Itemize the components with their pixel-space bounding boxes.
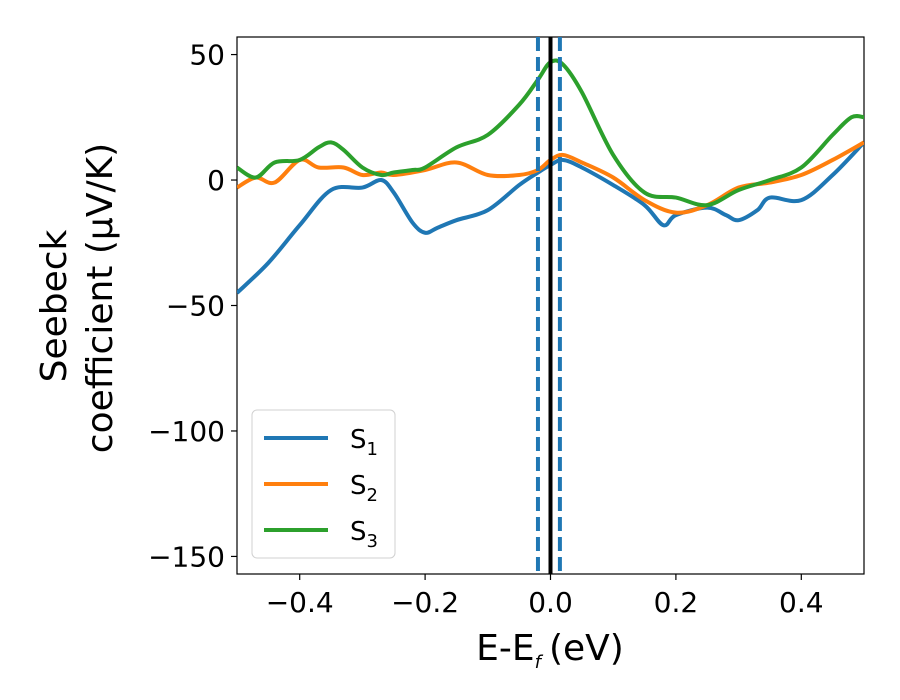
x-tick-label: 0.4 — [779, 586, 824, 619]
y-tick-label: −50 — [166, 290, 225, 323]
legend-label-s1: S1 — [350, 425, 378, 460]
x-tick-label: 0.2 — [654, 586, 699, 619]
series-line-s2 — [237, 140, 864, 215]
series-line-s3 — [237, 58, 864, 208]
y-tick-label: −150 — [148, 540, 225, 573]
legend-label-s2: S2 — [350, 471, 378, 506]
y-tick-label: 50 — [189, 39, 225, 72]
x-tick-label: 0.0 — [528, 586, 573, 619]
x-tick-label: −0.4 — [266, 586, 334, 619]
y-tick-label: −100 — [148, 415, 225, 448]
x-tick-label: −0.2 — [391, 586, 459, 619]
y-tick-label: 0 — [207, 164, 225, 197]
series-group — [237, 37, 864, 574]
y-axis-title: Seebeck — [34, 229, 75, 382]
x-axis-title: E-Ef (eV) — [476, 628, 624, 673]
legend-label-s3: S3 — [350, 517, 378, 552]
y-axis-title-line2: coefficient (μV/K) — [80, 143, 121, 453]
